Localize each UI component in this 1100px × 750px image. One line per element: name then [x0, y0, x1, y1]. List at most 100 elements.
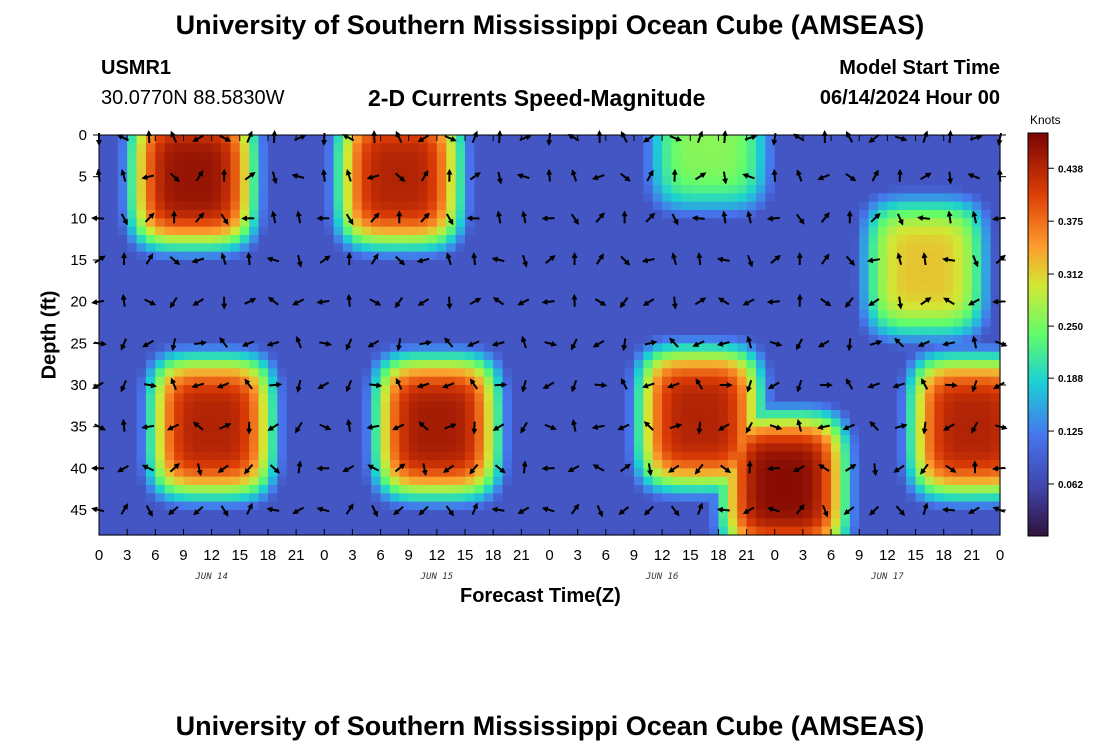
- heatmap-cell: [455, 518, 466, 528]
- heatmap-cell: [981, 343, 992, 353]
- current-arrow: [291, 173, 305, 180]
- heatmap-cell: [249, 343, 260, 353]
- heatmap-cell: [493, 151, 504, 161]
- heatmap-cell: [821, 160, 832, 169]
- heatmap-cell: [380, 243, 391, 253]
- current-arrow: [921, 377, 929, 390]
- heatmap-cell: [521, 493, 532, 503]
- heatmap-cell: [155, 151, 166, 161]
- heatmap-cell: [343, 151, 354, 161]
- heatmap-cell: [971, 435, 982, 444]
- heatmap-cell: [314, 276, 325, 286]
- heatmap-cell: [652, 293, 663, 303]
- heatmap-cell: [793, 318, 804, 328]
- heatmap-cell: [709, 385, 720, 394]
- heatmap-cell: [99, 393, 109, 403]
- heatmap-cell: [521, 268, 532, 278]
- heatmap-cell: [831, 143, 842, 153]
- heatmap-cell: [305, 360, 316, 369]
- heatmap-cell: [455, 460, 466, 469]
- heatmap-cell: [408, 476, 419, 486]
- current-arrow: [817, 173, 830, 181]
- heatmap-cell: [343, 243, 354, 253]
- current-arrow: [419, 340, 433, 346]
- heatmap-cell: [230, 343, 241, 353]
- heatmap-cell: [558, 418, 569, 428]
- heatmap-cell: [690, 360, 701, 369]
- heatmap-cell: [859, 476, 870, 486]
- heatmap-cell: [108, 260, 119, 269]
- heatmap-cell: [587, 351, 598, 361]
- heatmap-cell: [474, 285, 485, 294]
- heatmap-cell: [840, 443, 851, 453]
- heatmap-cell: [605, 251, 616, 261]
- heatmap-cell: [699, 435, 710, 444]
- heatmap-cell: [812, 143, 823, 153]
- heatmap-cell: [812, 343, 823, 353]
- heatmap-cell: [202, 310, 213, 319]
- current-arrow: [770, 254, 781, 264]
- heatmap-cell: [446, 401, 457, 411]
- heatmap-cell: [605, 435, 616, 444]
- heatmap-cell: [699, 326, 710, 336]
- heatmap-cell: [633, 168, 644, 178]
- current-arrow: [795, 338, 803, 351]
- heatmap-cell: [155, 168, 166, 178]
- heatmap-cell: [436, 210, 447, 219]
- heatmap-cell: [117, 193, 128, 203]
- heatmap-cell: [709, 301, 720, 311]
- heatmap-cell: [202, 285, 213, 294]
- heatmap-cell: [221, 235, 231, 244]
- heatmap-cell: [859, 443, 870, 453]
- heatmap-cell: [361, 518, 372, 528]
- heatmap-cell: [558, 185, 569, 194]
- heatmap-cell: [765, 485, 776, 494]
- heatmap-cell: [418, 326, 429, 336]
- heatmap-cell: [953, 368, 964, 378]
- heatmap-cell: [277, 151, 288, 161]
- heatmap-cell: [192, 326, 203, 336]
- heatmap-cell: [831, 518, 842, 528]
- current-arrow: [720, 464, 732, 474]
- heatmap-cell: [305, 418, 316, 428]
- heatmap-cell: [662, 301, 673, 311]
- heatmap-cell: [446, 501, 457, 511]
- heatmap-cell: [849, 410, 860, 419]
- heatmap-cell: [418, 468, 429, 478]
- heatmap-cell: [389, 193, 400, 203]
- heatmap-cell: [934, 368, 945, 378]
- heatmap-cell: [652, 360, 663, 369]
- heatmap-cell: [352, 218, 363, 228]
- heatmap-cell: [239, 501, 250, 511]
- heatmap-cell: [662, 235, 673, 244]
- heatmap-cell: [521, 426, 532, 436]
- heatmap-cell: [877, 193, 888, 203]
- heatmap-cell: [343, 160, 354, 169]
- heatmap-cell: [755, 360, 766, 369]
- heatmap-cell: [859, 360, 870, 369]
- heatmap-cell: [652, 493, 663, 503]
- heatmap-cell: [99, 193, 109, 203]
- heatmap-cell: [286, 393, 297, 403]
- heatmap-cell: [183, 260, 194, 269]
- heatmap-cell: [971, 276, 982, 286]
- heatmap-cell: [446, 235, 457, 244]
- heatmap-cell: [155, 185, 166, 194]
- heatmap-cell: [277, 160, 288, 169]
- heatmap-cell: [418, 185, 429, 194]
- heatmap-cell: [624, 326, 635, 336]
- heatmap-cell: [427, 318, 438, 328]
- heatmap-cell: [990, 218, 1001, 228]
- current-arrow: [967, 298, 980, 306]
- current-arrow: [544, 340, 558, 347]
- heatmap-cell: [389, 410, 400, 419]
- heatmap-cell: [981, 451, 992, 461]
- heatmap-cell: [896, 393, 907, 403]
- heatmap-cell: [361, 468, 372, 478]
- heatmap-cell: [249, 435, 260, 444]
- heatmap-cell: [343, 368, 354, 378]
- heatmap-cell: [802, 268, 813, 278]
- heatmap-cell: [465, 160, 476, 169]
- heatmap-cell: [511, 318, 522, 328]
- heatmap-cell: [962, 360, 973, 369]
